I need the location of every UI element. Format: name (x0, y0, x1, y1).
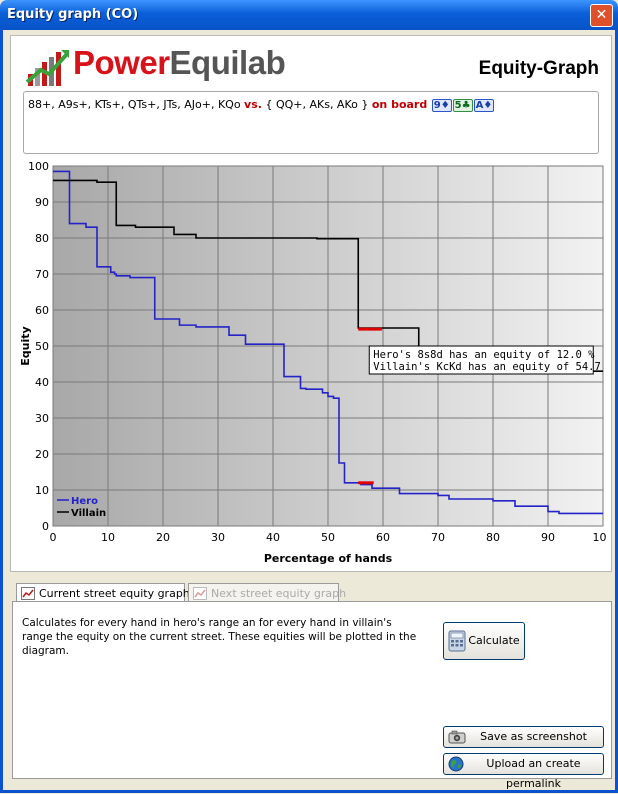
x-tick-label: 90 (541, 531, 555, 544)
y-axis-label: Equity (19, 326, 32, 365)
brand-part-power: Power (73, 44, 170, 81)
x-tick-label: 50 (321, 531, 335, 544)
chart-icon (21, 587, 35, 600)
range-display[interactable]: 88+, A9s+, KTs+, QTs+, JTs, AJo+, KQo vs… (23, 91, 599, 154)
y-tick-label: 40 (35, 376, 49, 389)
logo-icon (25, 50, 69, 86)
equity-chart[interactable]: 0 10 20 30 40 50 60 70 80 90 100 0 10 20 30 40 50 60 70 80 9… (15, 156, 614, 566)
y-tick-label: 30 (35, 412, 49, 425)
close-button[interactable]: ✕ (590, 4, 613, 27)
window-title: Equity graph (CO) (7, 7, 139, 22)
series-line-villain (53, 179, 603, 372)
x-tick-label: 30 (211, 531, 225, 544)
x-tick-label: 40 (266, 531, 280, 544)
board-card: 9♦ (431, 99, 452, 112)
tab-panel: Calculates for every hand in hero's rang… (12, 601, 612, 790)
board-card: A♦ (473, 99, 495, 112)
y-tick-label: 90 (35, 196, 49, 209)
window-frame (0, 30, 618, 793)
series-line-hero (53, 170, 603, 515)
x-tick-label: 10 (101, 531, 115, 544)
calculator-icon (448, 630, 466, 652)
brand-name: PowerEquilab (73, 44, 286, 82)
tooltip-hero-text: Hero's 8s8d has an equity of 12.0 % (373, 349, 595, 361)
y-tick-label: 60 (35, 304, 49, 317)
tab-label: Current street equity graph (39, 587, 190, 600)
y-tick-label: 50 (35, 340, 49, 353)
graph-title: Equity-Graph (478, 58, 599, 79)
villain-range: { QQ+, AKs, AKo } (265, 98, 369, 111)
globe-icon (448, 756, 464, 772)
tab-current-street[interactable]: Current street equity graph (16, 583, 190, 603)
save-screenshot-button[interactable]: Save as screenshot (443, 726, 604, 748)
x-tick-label: 0 (50, 531, 57, 544)
y-tick-label: 0 (42, 520, 49, 533)
tooltip-villain-text: Villain's KcKd has an equity of 54.7 % (373, 361, 607, 373)
tooltip-box (368, 345, 594, 375)
hero-range: 88+, A9s+, KTs+, QTs+, JTs, AJo+, KQo (28, 98, 241, 111)
calculate-label: Calculate (468, 634, 520, 647)
on-board-label: on board (371, 98, 428, 111)
permalink-label: Upload an create permalink (486, 757, 581, 790)
vs-label: vs. (244, 98, 262, 111)
title-bar: Equity graph (CO) ✕ (0, 0, 618, 30)
x-tick-label: 20 (156, 531, 170, 544)
legend-label: Hero (71, 496, 98, 507)
logo: PowerEquilab (25, 44, 295, 90)
x-axis-label: Percentage of hands (264, 552, 393, 565)
board-card: 5♣ (452, 99, 473, 112)
equity-chart-svg: 0 10 20 30 40 50 60 70 80 90 100 0 10 20 30 40 50 60 70 80 9… (19, 160, 614, 565)
legend-label: Villain (71, 508, 106, 519)
main-panel: PowerEquilab Equity-Graph 88+, A9s+, KTs… (10, 35, 614, 572)
y-tick-label: 100 (28, 160, 49, 173)
x-tick-label: 100 (593, 531, 608, 544)
y-tick-label: 80 (35, 232, 49, 245)
description-text: Calculates for every hand in hero's rang… (22, 617, 417, 657)
calculate-button[interactable]: Calculate (443, 622, 525, 660)
chart-icon (193, 587, 207, 600)
tab-label: Next street equity graph (211, 587, 347, 600)
camera-icon (448, 730, 466, 744)
range-text: 88+, A9s+, KTs+, QTs+, JTs, AJo+, KQo vs… (28, 98, 495, 112)
screenshot-label: Save as screenshot (480, 730, 587, 743)
x-tick-label: 80 (486, 531, 500, 544)
brand-part-equilab: Equilab (169, 44, 286, 81)
y-tick-label: 20 (35, 448, 49, 461)
x-tick-label: 70 (431, 531, 445, 544)
y-tick-label: 10 (35, 484, 49, 497)
y-tick-label: 70 (35, 268, 49, 281)
tab-next-street[interactable]: Next street equity graph (188, 583, 346, 603)
x-tick-label: 60 (376, 531, 390, 544)
upload-permalink-button[interactable]: Upload an create permalink (443, 753, 604, 790)
